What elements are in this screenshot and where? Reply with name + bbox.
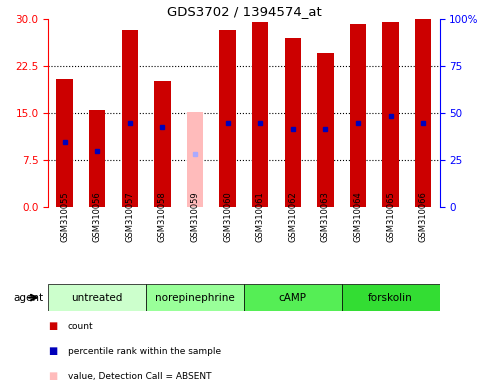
Text: GSM310056: GSM310056 [93, 191, 102, 242]
Text: percentile rank within the sample: percentile rank within the sample [68, 347, 221, 356]
Text: GSM310063: GSM310063 [321, 191, 330, 242]
Text: value, Detection Call = ABSENT: value, Detection Call = ABSENT [68, 372, 211, 381]
Text: norepinephrine: norepinephrine [155, 293, 235, 303]
Text: GSM310064: GSM310064 [354, 191, 363, 242]
Text: GSM310058: GSM310058 [158, 191, 167, 242]
Text: agent: agent [14, 293, 43, 303]
Bar [122, 30, 138, 207]
Text: ■: ■ [48, 321, 57, 331]
Bar [187, 112, 203, 207]
Bar [219, 30, 236, 207]
Text: ■: ■ [48, 346, 57, 356]
Bar [48, 284, 146, 311]
Bar [89, 110, 105, 207]
Bar [350, 23, 366, 207]
Bar [252, 22, 269, 207]
Text: ■: ■ [48, 371, 57, 381]
Bar [342, 284, 440, 311]
Text: GSM310059: GSM310059 [190, 191, 199, 242]
Text: untreated: untreated [71, 293, 123, 303]
Text: forskolin: forskolin [368, 293, 413, 303]
Bar [154, 81, 170, 207]
Bar [383, 22, 399, 207]
Text: GSM310061: GSM310061 [256, 191, 265, 242]
Text: GSM310062: GSM310062 [288, 191, 298, 242]
Text: GSM310060: GSM310060 [223, 191, 232, 242]
Bar [415, 19, 431, 207]
Bar [244, 284, 342, 311]
Text: GSM310057: GSM310057 [125, 191, 134, 242]
Text: GSM310066: GSM310066 [419, 191, 428, 242]
Bar [146, 284, 244, 311]
Text: GSM310055: GSM310055 [60, 191, 69, 242]
Bar [57, 79, 73, 207]
Bar [317, 53, 334, 207]
Text: cAMP: cAMP [279, 293, 307, 303]
Bar [284, 38, 301, 207]
Text: GSM310065: GSM310065 [386, 191, 395, 242]
Title: GDS3702 / 1394574_at: GDS3702 / 1394574_at [167, 5, 321, 18]
Text: count: count [68, 322, 93, 331]
